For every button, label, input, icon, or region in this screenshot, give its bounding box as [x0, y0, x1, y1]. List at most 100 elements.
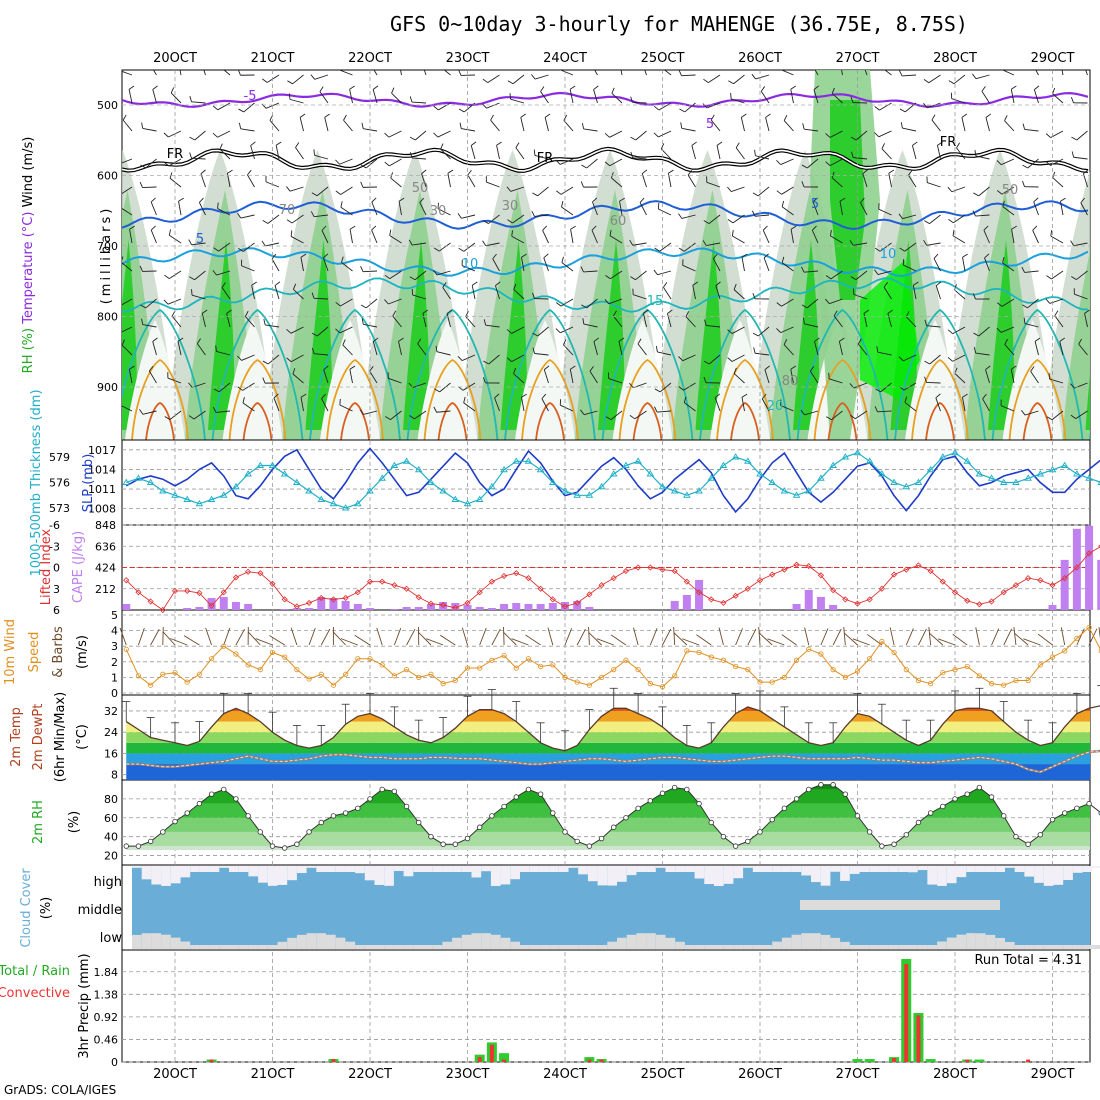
contour-5	[122, 200, 1089, 231]
wind10-point	[854, 668, 861, 674]
wind-barb	[462, 382, 476, 391]
rh2m-point	[574, 838, 580, 845]
wind-barb-flag	[692, 281, 699, 286]
rh2m-point	[891, 841, 897, 847]
wind-barb-flag	[935, 281, 942, 287]
wind-barb	[463, 102, 476, 113]
wind-barb	[591, 229, 598, 244]
rh2m-ylabel-1: 2m RH	[31, 800, 46, 844]
wind10-barb	[183, 635, 200, 646]
cloud-low-gap	[888, 945, 899, 949]
wind-barb	[321, 230, 329, 244]
thickness-point	[646, 470, 655, 477]
wind-barb-flag	[570, 365, 576, 370]
contour-20	[211, 308, 304, 440]
wind-barb-flag	[881, 143, 885, 149]
wind-barb	[619, 201, 623, 216]
wind-barb-flag	[361, 122, 364, 129]
wind-barb	[637, 343, 647, 356]
wind-barb	[761, 398, 770, 412]
cloud-high-gap	[452, 866, 462, 872]
wind-barb	[510, 98, 525, 104]
wind-barb-flag	[335, 190, 341, 195]
wind-barb-flag	[271, 253, 277, 260]
cape-bar	[280, 608, 289, 610]
cloud-high-gap	[190, 866, 200, 872]
wind-barb-flag	[310, 74, 316, 80]
precip-convective-bar	[916, 1015, 921, 1062]
wind-barb-flag	[262, 377, 266, 384]
wind-barb	[559, 158, 574, 165]
thickness-point	[354, 499, 362, 507]
wind-barb-flag	[286, 328, 292, 334]
wind-barb	[293, 288, 304, 300]
contour-20	[796, 308, 889, 440]
wind-barb	[831, 93, 843, 104]
cloud-low-gap	[500, 937, 511, 949]
wind-barb	[363, 410, 378, 415]
wind-barb	[122, 186, 133, 195]
contour-25	[228, 358, 287, 440]
dry-pocket	[905, 320, 965, 440]
wind-barb	[537, 186, 549, 197]
dry-pocket	[515, 320, 575, 440]
rh2m-point	[257, 829, 264, 835]
wind-barb-flag	[996, 327, 1002, 333]
wind-barb-flag	[974, 149, 977, 157]
thickness-point	[268, 461, 277, 468]
wind-barb	[177, 341, 182, 356]
wind10-point	[1025, 677, 1031, 684]
wind-barb	[300, 257, 304, 272]
thickness-tick: 579	[49, 451, 70, 464]
wind-barb-flag	[763, 253, 769, 259]
wind-barb-flag	[555, 302, 562, 307]
wind-barb	[541, 398, 549, 412]
lifted-index-point	[293, 603, 300, 610]
wind-barb	[414, 270, 427, 281]
wind-barb-flag	[883, 282, 889, 288]
cloud-high-gap	[1082, 866, 1093, 872]
cloud-high-gap	[403, 866, 414, 877]
cloud-low-gap	[151, 933, 162, 949]
wind-barb	[814, 341, 819, 356]
cloud-high-gap	[248, 866, 259, 877]
lifted-index-point	[354, 589, 361, 596]
lifted-index-point	[232, 574, 240, 581]
cape-bar	[1097, 559, 1100, 610]
wind-barb-flag	[437, 202, 439, 209]
wind-barb	[1001, 298, 1015, 307]
contour-label: 30	[430, 204, 447, 219]
lifted-index-point	[720, 599, 727, 606]
wind-barb-flag	[119, 399, 120, 405]
wind-barb	[388, 130, 402, 138]
cloud-low-gap	[1092, 945, 1100, 949]
wind-barb-flag	[741, 393, 748, 398]
rh2m-tick: 20	[104, 850, 118, 863]
wind-barb	[985, 369, 990, 384]
wind-barb	[540, 91, 549, 104]
wind-barb	[877, 351, 892, 356]
thickness-point	[1085, 474, 1093, 481]
wind-barb-flag	[384, 132, 390, 138]
wind-barb-flag	[213, 247, 219, 252]
cape-bar	[829, 604, 838, 610]
wind10-point	[720, 657, 727, 663]
wind-barb	[193, 410, 206, 420]
wind-barb	[339, 70, 353, 76]
wind-barb	[290, 326, 304, 334]
wind-barb-flag	[710, 114, 715, 121]
wind-barb-flag	[141, 122, 144, 129]
wind-barb-flag	[630, 136, 636, 141]
lifted-index-point	[537, 585, 544, 592]
wind-barb-flag	[702, 240, 707, 246]
wind-barb-flag	[129, 365, 135, 370]
thickness-point	[634, 457, 642, 464]
wind-barb-flag	[409, 276, 416, 281]
wind10-point	[696, 649, 702, 656]
wind10-point	[562, 674, 568, 681]
wind-barb	[289, 98, 304, 104]
dry-pocket	[612, 320, 673, 440]
wind-barb	[831, 410, 843, 421]
wind10-tick: 0	[111, 687, 118, 700]
wind-barb	[658, 130, 672, 138]
